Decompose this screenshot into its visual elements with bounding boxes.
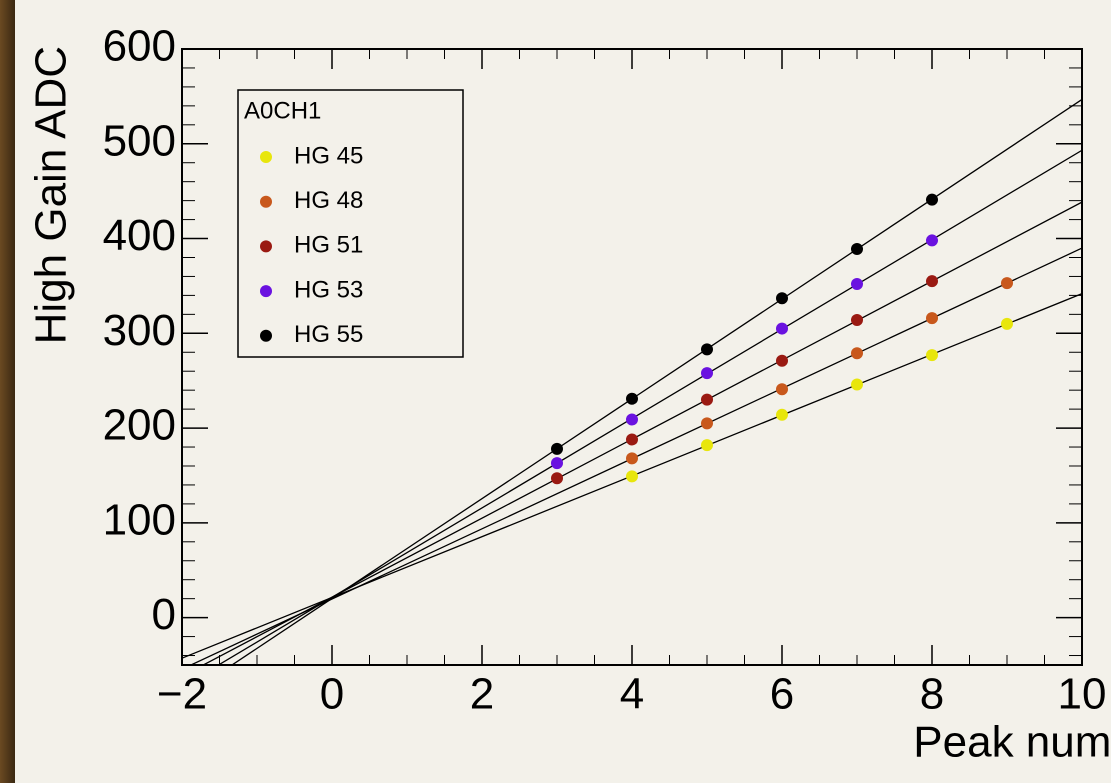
data-point <box>551 442 563 455</box>
legend-label: HG 51 <box>294 232 363 259</box>
x-tick-label: 10 <box>1058 670 1107 719</box>
y-tick-label: 600 <box>103 22 176 71</box>
y-tick-label: 300 <box>103 306 176 355</box>
x-tick-label: 0 <box>320 670 344 719</box>
y-tick-label: 400 <box>103 211 176 260</box>
legend-label: HG 55 <box>294 321 363 348</box>
data-point <box>776 383 788 396</box>
data-point <box>776 408 788 421</box>
legend-label: HG 53 <box>294 276 363 303</box>
data-point <box>626 413 638 426</box>
data-point <box>851 378 863 391</box>
data-point <box>701 439 713 452</box>
y-tick-label: 200 <box>103 401 176 450</box>
data-point <box>551 472 563 485</box>
x-tick-label: 8 <box>920 670 944 719</box>
data-point <box>926 312 938 325</box>
x-tick-label: 4 <box>620 670 644 719</box>
data-point <box>926 234 938 247</box>
data-point <box>1001 317 1013 330</box>
data-point <box>776 322 788 335</box>
x-tick-label: 6 <box>770 670 794 719</box>
legend-marker <box>260 151 272 163</box>
legend-marker <box>260 195 272 208</box>
data-point <box>701 393 713 406</box>
legend-title: A0CH1 <box>244 97 321 124</box>
x-axis-title: Peak number <box>913 718 1111 767</box>
y-tick-label: 0 <box>152 590 176 639</box>
y-tick-label: 100 <box>103 495 176 544</box>
data-point <box>926 193 938 206</box>
window-edge <box>0 0 15 783</box>
data-point <box>1001 277 1013 290</box>
plot-area <box>182 98 1082 665</box>
legend-label: HG 48 <box>294 187 363 214</box>
y-axis-title: High Gain ADC <box>27 46 76 344</box>
data-point <box>776 292 788 305</box>
data-point <box>851 314 863 327</box>
data-point <box>626 392 638 405</box>
y-tick-label: 500 <box>103 116 176 165</box>
legend-box <box>237 89 464 358</box>
data-point <box>926 275 938 288</box>
legend-marker <box>260 329 272 342</box>
legend-marker <box>260 240 272 253</box>
data-point <box>851 347 863 360</box>
legend-marker <box>260 285 272 298</box>
legend-label: HG 45 <box>294 142 363 169</box>
x-tick-label: −2 <box>157 670 207 719</box>
data-point <box>551 457 563 470</box>
data-point <box>626 433 638 446</box>
data-point <box>701 343 713 356</box>
data-point <box>701 367 713 380</box>
data-point <box>701 417 713 430</box>
data-point <box>851 278 863 291</box>
x-tick-label: 2 <box>470 670 494 719</box>
data-point <box>851 242 863 255</box>
data-point <box>626 470 638 483</box>
data-point <box>626 452 638 465</box>
data-point <box>926 349 938 362</box>
data-point <box>776 354 788 367</box>
